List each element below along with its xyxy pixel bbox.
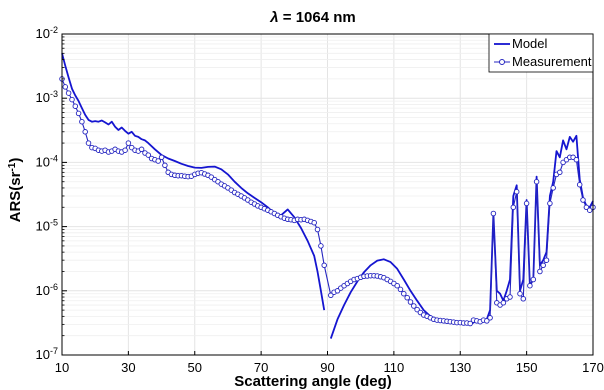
measurement-point (158, 154, 165, 161)
measurement-point (507, 294, 513, 300)
measurement-point (550, 185, 556, 191)
measurement-point (414, 306, 420, 313)
x-tick-label: 10 (55, 360, 69, 375)
measurement-point (321, 262, 327, 269)
chart-title-text: = 1064 nm (279, 9, 356, 26)
measurement-point (72, 103, 79, 109)
legend-box (488, 33, 594, 73)
measurement-point (527, 282, 533, 289)
measurement-point (547, 200, 553, 207)
measurement-point (145, 152, 152, 158)
x-tick-label: 50 (188, 360, 202, 375)
measurement-point (557, 169, 563, 176)
measurement-point (484, 318, 490, 324)
y-axis-title-sup: -1 (7, 162, 18, 171)
measurement-point (62, 84, 69, 90)
measurement-point (85, 140, 92, 146)
chart-title: λ = 1064 nm (269, 9, 355, 26)
legend: Model Measurement (488, 33, 594, 73)
y-tick-label: 10-6 (36, 282, 58, 298)
y-tick-label: 10-2 (36, 25, 58, 41)
measurement-point (397, 286, 404, 293)
y-tick-label: 10-7 (36, 346, 58, 362)
measurement-point (125, 140, 132, 146)
measurement-point (401, 290, 407, 297)
model-line (329, 134, 594, 339)
measurement-point (155, 158, 161, 164)
measurement-point (533, 178, 540, 185)
measurement-point (328, 292, 334, 299)
measurement-point (537, 268, 543, 275)
y-axis-title-close: ) (7, 158, 24, 163)
measurement-point (490, 210, 497, 217)
measurement-point (576, 181, 583, 188)
measurement-point (411, 303, 417, 309)
legend-measurement-marker (499, 59, 505, 65)
x-tick-label: 170 (582, 360, 604, 375)
measurement-point (520, 296, 527, 302)
measurement-point (517, 290, 523, 297)
measurement-point (82, 129, 88, 135)
measurement-point (122, 147, 128, 153)
series-layer (59, 53, 596, 339)
measurement-point (69, 96, 75, 103)
measurement-point (513, 188, 520, 195)
measurement-point (580, 197, 586, 203)
y-tick-label: 10-3 (36, 89, 58, 105)
measurement-point (75, 110, 82, 117)
y-axis-title-main: ARS(sr (7, 171, 24, 222)
measurement-point (487, 315, 493, 321)
measurement-point (318, 243, 324, 249)
measurement-point (407, 299, 414, 305)
measurement-point (467, 320, 473, 327)
tick-layer: 10 30 50 70 90 110 130 150 170 10-7 10-6 10-5 10-4 10… (36, 25, 604, 375)
x-tick-label: 30 (121, 360, 135, 375)
measurement-point (540, 262, 546, 269)
measurement-point (311, 219, 317, 226)
y-axis-title: ARS(sr-1) (7, 158, 25, 223)
measurement-point (314, 226, 321, 233)
measurement-point (543, 257, 550, 263)
x-tick-label: 130 (449, 360, 471, 375)
x-tick-label: 90 (320, 360, 334, 375)
measurement-point (586, 207, 593, 213)
measurement-point (138, 146, 145, 153)
measurement-point (79, 118, 85, 125)
x-tick-label: 150 (516, 360, 538, 375)
x-tick-label: 110 (384, 360, 405, 375)
series-measurement (59, 76, 596, 327)
measurement-point (500, 300, 507, 306)
measurement-point (573, 156, 580, 163)
measurement-point (510, 204, 517, 211)
measurement-point (394, 282, 400, 289)
measurement-point (523, 200, 530, 207)
y-tick-label: 10-5 (36, 218, 58, 234)
legend-measurement-label: Measurement (512, 54, 592, 69)
measurement-point (583, 204, 590, 211)
legend-model-label: Model (512, 36, 548, 51)
y-tick-label: 10-4 (36, 153, 58, 169)
measurement-point (530, 276, 537, 283)
x-axis-title: Scattering angle (deg) (234, 373, 392, 390)
chart-title-symbol: λ (269, 9, 278, 26)
x-tick-label: 70 (254, 360, 268, 375)
measurement-point (404, 294, 410, 301)
measurement-point (65, 90, 72, 96)
measurement-point (162, 162, 168, 169)
